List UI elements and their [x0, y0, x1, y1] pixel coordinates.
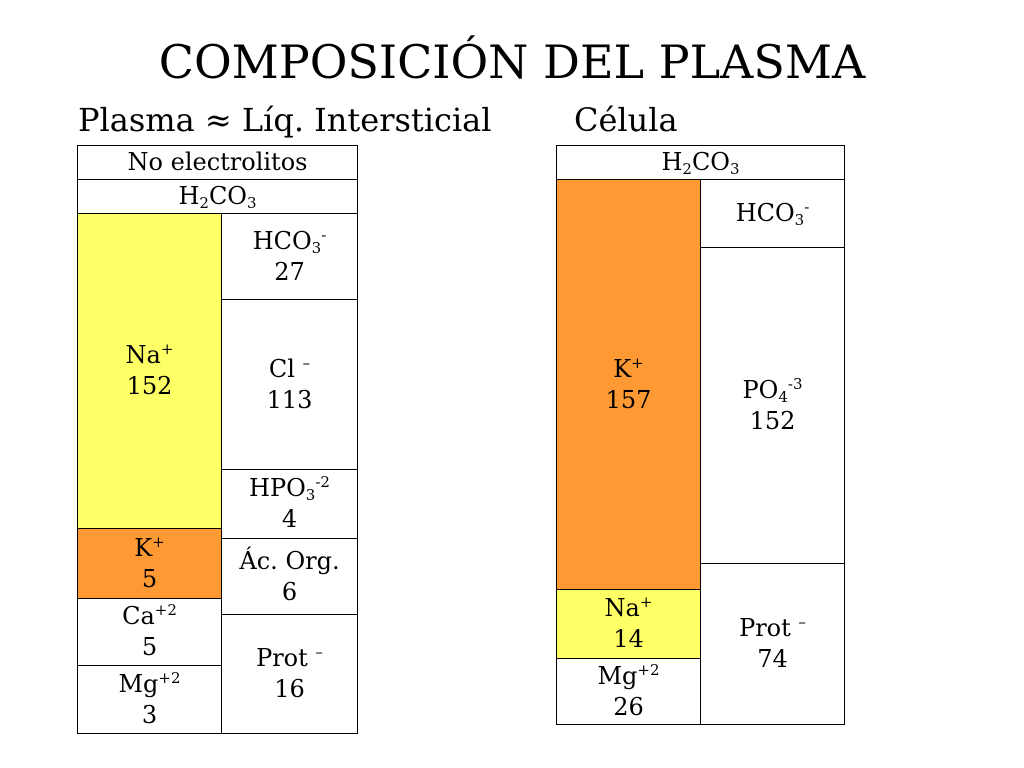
plasma-cl-ion: Cl –	[268, 353, 311, 383]
cell-prot-cell: Prot – 74	[700, 563, 845, 725]
cell-mg-value: 26	[613, 692, 644, 721]
cell-na-ion: Na+	[604, 593, 653, 622]
plasma-hco3-cell: HCO3- 27	[221, 213, 358, 300]
cell-hco3-ion: HCO3-	[735, 198, 810, 229]
cell-heading: Célula	[574, 101, 678, 139]
plasma-h2co3-label: H2CO3	[178, 182, 257, 212]
cell-prot-ion: Prot –	[739, 613, 806, 642]
plasma-cl-value: 113	[266, 385, 313, 414]
plasma-ca-ion: Ca+2	[122, 601, 177, 630]
plasma-ca-value: 5	[141, 633, 158, 661]
plasma-mg-value: 3	[141, 700, 158, 729]
plasma-heading-left: Plasma	[78, 101, 195, 139]
plasma-mg-ion: Mg+2	[118, 668, 181, 698]
plasma-na-value: 152	[126, 372, 173, 400]
cell-po4-value: 152	[749, 406, 796, 435]
plasma-hpo3-cell: HPO3-2 4	[221, 469, 358, 539]
plasma-no-electrolitos-cell: No electrolitos	[77, 145, 358, 180]
plasma-prot-cell: Prot – 16	[221, 614, 358, 734]
page-title: COMPOSICIÓN DEL PLASMA	[158, 35, 866, 89]
cell-hco3-cell: HCO3-	[700, 179, 845, 248]
cell-k-cell: K+ 157	[556, 179, 701, 590]
plasma-hpo3-value: 4	[281, 505, 298, 533]
plasma-heading: Plasma ≈ Líq. Intersticial	[78, 100, 491, 140]
cell-mg-ion: Mg+2	[597, 660, 660, 690]
plasma-prot-ion: Prot –	[256, 643, 323, 672]
cell-na-cell: Na+ 14	[556, 589, 701, 659]
plasma-prot-value: 16	[274, 675, 305, 703]
cell-mg-cell: Mg+2 26	[556, 658, 701, 725]
plasma-heading-right: Líq. Intersticial	[241, 101, 492, 139]
plasma-h2co3-cell: H2CO3	[77, 179, 358, 214]
plasma-ca-cell: Ca+2 5	[77, 598, 222, 666]
approx-symbol: ≈	[204, 101, 232, 139]
cell-po4-cell: PO4-3 152	[700, 247, 845, 564]
plasma-hco3-ion: HCO3-	[252, 225, 327, 257]
plasma-ac-org-label: Ác. Org.	[239, 546, 340, 575]
plasma-mg-cell: Mg+2 3	[77, 665, 222, 734]
cell-h2co3-label: H2CO3	[661, 148, 740, 178]
plasma-na-ion: Na+	[125, 340, 174, 369]
cell-po4-ion: PO4-3	[742, 374, 803, 406]
plasma-k-ion: K+	[134, 532, 165, 562]
plasma-hpo3-ion: HPO3-2	[249, 473, 330, 504]
cell-h2co3-cell: H2CO3	[556, 145, 845, 180]
plasma-k-value: 5	[141, 564, 158, 593]
plasma-hco3-value: 27	[274, 257, 305, 286]
plasma-cl-cell: Cl – 113	[221, 299, 358, 470]
plasma-na-cell: Na+ 152	[77, 213, 222, 529]
plasma-ac-org-cell: Ác. Org. 6	[221, 538, 358, 615]
plasma-k-cell: K+ 5	[77, 528, 222, 599]
no-electrolitos-label: No electrolitos	[127, 148, 308, 176]
plasma-ac-org-value: 6	[281, 577, 298, 606]
cell-prot-value: 74	[757, 645, 788, 673]
cell-k-value: 157	[605, 385, 652, 414]
cell-k-ion: K+	[613, 353, 644, 383]
cell-na-value: 14	[613, 625, 644, 653]
